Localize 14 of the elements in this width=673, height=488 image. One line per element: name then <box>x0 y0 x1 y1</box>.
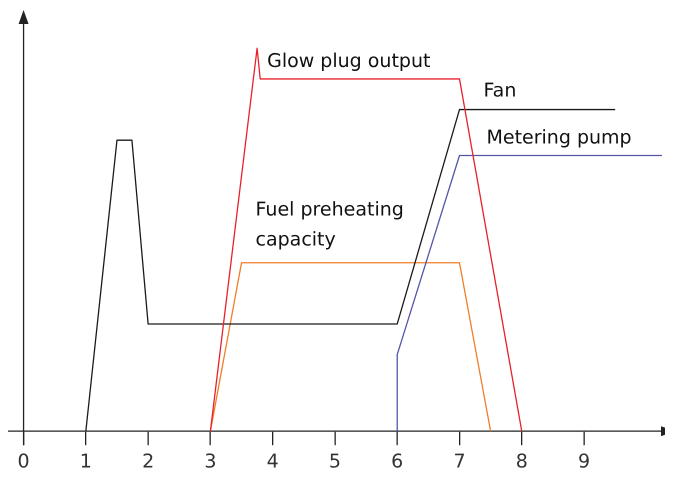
series-label: Fuel preheating capacity <box>256 198 404 251</box>
series-label: Fan <box>483 79 516 102</box>
x-tick-label: 9 <box>578 450 590 473</box>
x-tick-label: 5 <box>328 450 341 473</box>
x-tick-label: 6 <box>391 450 404 473</box>
x-tick-label: 2 <box>142 450 154 473</box>
x-tick-label: 4 <box>266 450 279 473</box>
series-label: Metering pump <box>486 126 632 148</box>
x-tick-label: 8 <box>516 450 528 473</box>
x-tick-label: 0 <box>18 450 30 473</box>
x-tick-label: 3 <box>204 450 216 473</box>
x-tick-label: 7 <box>453 450 466 473</box>
x-tick-label: 1 <box>80 450 92 473</box>
series-label: Glow plug output <box>267 50 430 72</box>
